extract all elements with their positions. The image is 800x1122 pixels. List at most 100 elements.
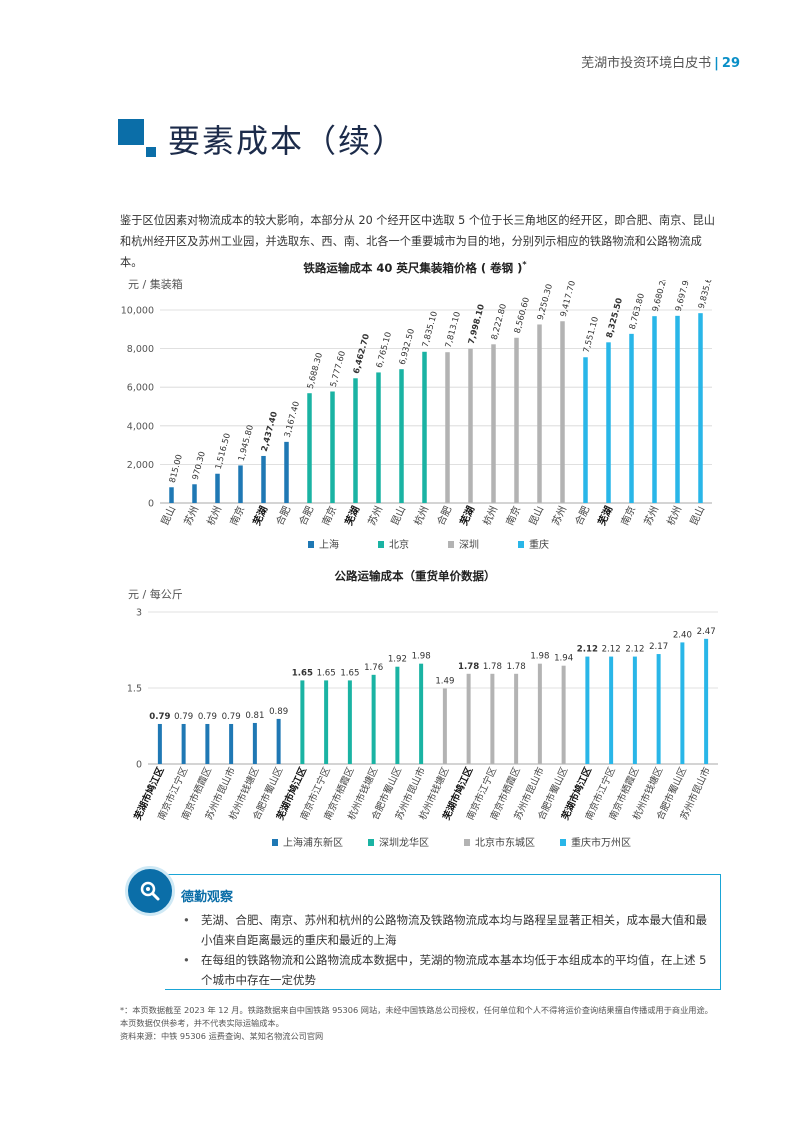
data-label: 2.40 — [673, 630, 692, 640]
data-label: 1,945.80 — [236, 424, 255, 462]
legend-swatch — [368, 839, 374, 846]
data-label: 6,462.70 — [351, 332, 371, 374]
bar — [514, 673, 519, 764]
observation-list: 芜湖、合肥、南京、苏州和杭州的公路物流及铁路物流成本均与路程呈显著正相关，成本最… — [181, 910, 711, 990]
bar — [537, 663, 542, 764]
x-category-label: 南京 — [227, 504, 247, 528]
data-label: 970.30 — [190, 450, 207, 481]
y-tick-label: 4,000 — [127, 421, 154, 432]
data-label: 8,222.80 — [489, 303, 508, 341]
data-label: 0.79 — [222, 712, 241, 722]
intro-paragraph: 鉴于区位因素对物流成本的较大影响，本部分从 20 个经开区中选取 5 个位于长三… — [120, 214, 715, 269]
legend-label: 北京市东城区 — [475, 836, 535, 849]
bar — [675, 315, 680, 503]
data-label: 2.12 — [577, 645, 598, 655]
y-tick-label: 10,000 — [121, 306, 154, 317]
x-category-label: 合肥 — [296, 504, 316, 528]
bar — [261, 455, 266, 503]
x-category-label: 南京 — [319, 504, 339, 528]
data-label: 1.92 — [388, 655, 407, 665]
page-number: 29 — [721, 56, 740, 71]
data-label: 1.49 — [435, 677, 454, 687]
bar — [284, 441, 289, 503]
data-label: 7,551.10 — [581, 315, 600, 353]
x-category-label: 杭州 — [664, 504, 684, 528]
legend-label: 北京 — [389, 538, 409, 551]
x-category-label: 芜湖 — [595, 504, 615, 528]
bar — [629, 333, 634, 503]
footnote-source: 资料来源：中铁 95306 运费查询、某知名物流公司官网 — [120, 1031, 324, 1041]
x-category-label: 昆山 — [688, 504, 707, 527]
x-category-label: 苏州 — [641, 504, 661, 528]
footnote: *：本页数据截至 2023 年 12 月。铁路数据来自中国铁路 95306 网站… — [120, 1004, 720, 1043]
data-label: 1.65 — [317, 668, 336, 678]
bar — [537, 324, 542, 503]
legend-label: 重庆市万州区 — [571, 836, 631, 849]
bar — [704, 638, 709, 764]
bar — [560, 321, 565, 503]
road-chart-unit: 元 / 每公斤 — [128, 588, 183, 601]
data-label: 1.94 — [554, 654, 573, 664]
bar — [192, 484, 197, 503]
heading-square-icon — [118, 119, 158, 159]
bar — [680, 642, 685, 764]
data-label: 6,932.50 — [397, 327, 416, 365]
bar — [514, 337, 519, 503]
legend-label: 重庆 — [529, 538, 549, 551]
data-label: 0.81 — [245, 711, 264, 721]
bar — [347, 680, 352, 764]
bar — [330, 391, 335, 503]
bar — [442, 688, 447, 764]
x-category-label: 昆山 — [159, 504, 178, 527]
data-label: 2,437.40 — [259, 410, 279, 452]
bar — [698, 313, 703, 503]
x-category-label: 苏州 — [365, 504, 385, 528]
bar — [585, 656, 590, 764]
legend-swatch — [560, 839, 566, 846]
bar — [419, 663, 424, 764]
bar — [399, 369, 404, 503]
bar — [324, 680, 329, 764]
data-label: 9,680.20 — [650, 280, 669, 313]
bar — [169, 487, 174, 503]
data-label: 1.98 — [412, 652, 431, 662]
data-label: 9,697.90 — [673, 280, 692, 312]
y-tick-label: 8,000 — [127, 344, 154, 355]
bar — [157, 723, 162, 764]
x-category-label: 南京 — [503, 504, 523, 528]
bar — [395, 666, 400, 764]
legend-label: 上海 — [319, 538, 339, 551]
x-category-label: 芜湖 — [457, 504, 477, 528]
data-label: 8,560.60 — [512, 296, 531, 334]
y-tick-label: 6,000 — [127, 383, 154, 394]
y-tick-label: 1.5 — [127, 684, 142, 695]
data-label: 8,763.80 — [627, 292, 646, 330]
data-label: 1.65 — [292, 668, 313, 678]
y-tick-label: 3 — [136, 608, 142, 619]
bar — [238, 465, 243, 503]
footnote-note: *：本页数据截至 2023 年 12 月。铁路数据来自中国铁路 95306 网站… — [120, 1005, 713, 1028]
bar — [181, 723, 186, 764]
x-category-label: 南京 — [618, 504, 638, 528]
section-heading: 要素成本（续） — [118, 116, 406, 162]
bar — [276, 718, 281, 764]
data-label: 7,813.10 — [443, 310, 462, 348]
x-category-label: 杭州 — [204, 504, 224, 528]
data-label: 2.47 — [697, 627, 716, 637]
legend-swatch — [464, 839, 470, 846]
x-category-label: 苏州 — [549, 504, 569, 528]
bar — [229, 723, 234, 764]
x-category-label: 合肥 — [434, 504, 454, 528]
data-label: 815.00 — [167, 453, 184, 484]
rail-chart-unit: 元 / 集装箱 — [128, 278, 183, 291]
x-category-label: 苏州 — [181, 504, 201, 528]
observation-title: 德勤观察 — [181, 890, 234, 905]
data-label: 1.78 — [507, 662, 526, 672]
legend-swatch — [308, 541, 314, 548]
data-label: 1.98 — [530, 652, 549, 662]
road-chart-svg: 01.530.79芜湖市鸠江区0.79南京市江宁区0.79南京市栖霞区0.79苏… — [127, 608, 718, 849]
data-label: 1.78 — [458, 662, 479, 672]
bar — [422, 351, 427, 503]
legend-swatch — [518, 541, 524, 548]
data-label: 2.12 — [625, 645, 644, 655]
